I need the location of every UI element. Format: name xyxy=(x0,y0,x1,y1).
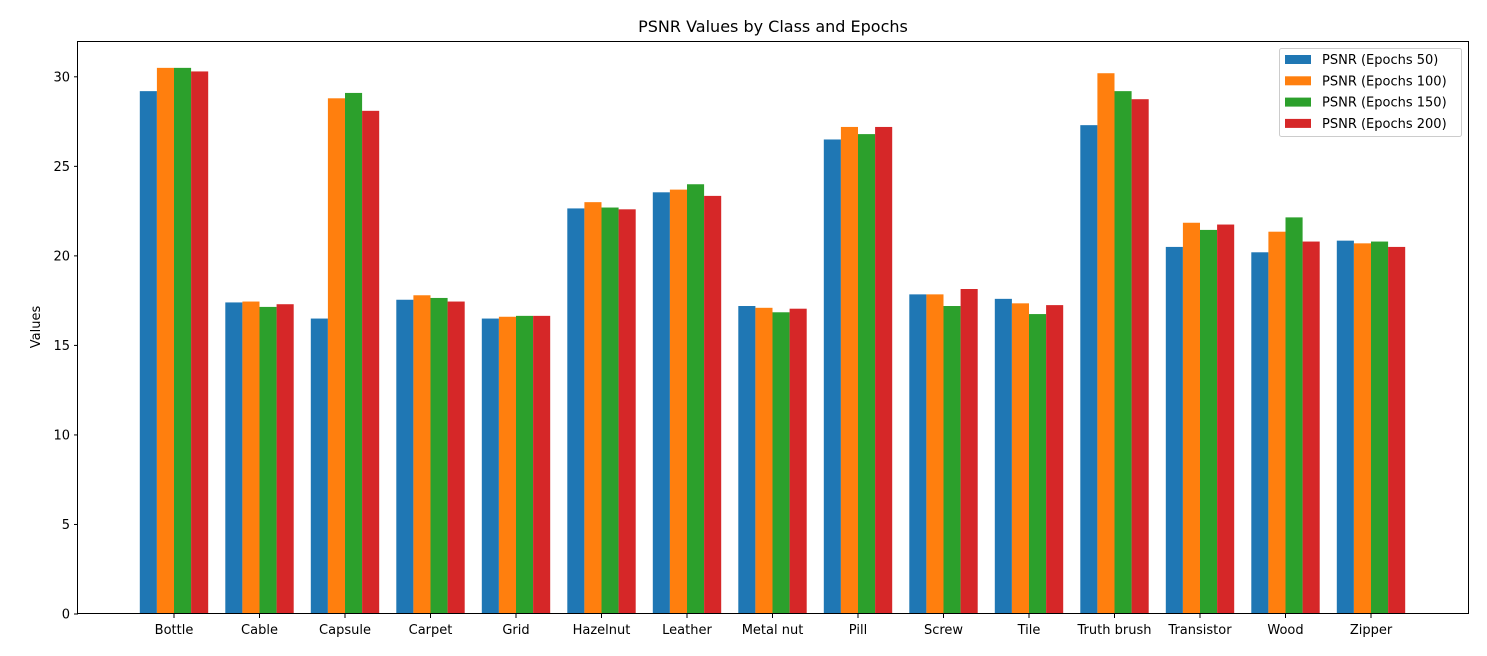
legend-entry: PSNR (Epochs 150) xyxy=(1322,96,1447,111)
bar xyxy=(225,302,243,614)
bar xyxy=(139,91,157,614)
x-tick-label: Tile xyxy=(1017,623,1041,638)
bar xyxy=(772,312,790,614)
y-tick-label: 25 xyxy=(53,160,70,175)
bar xyxy=(994,298,1012,614)
bar xyxy=(1165,246,1183,615)
bar xyxy=(1285,217,1303,614)
legend-swatch xyxy=(1285,97,1311,107)
bar xyxy=(276,304,294,614)
y-axis-label: Values xyxy=(29,306,44,349)
bar xyxy=(174,67,192,615)
x-tick-label: Pill xyxy=(849,623,867,638)
x-tick-label: Hazelnut xyxy=(573,623,631,638)
x-tick-label: Bottle xyxy=(155,623,194,638)
bar xyxy=(516,315,534,614)
bar xyxy=(926,294,944,614)
bar xyxy=(1131,99,1149,614)
legend-entry: PSNR (Epochs 200) xyxy=(1322,117,1447,132)
bar xyxy=(327,98,345,615)
bar xyxy=(1080,125,1098,614)
y-tick-label: 5 xyxy=(62,518,70,533)
bar xyxy=(704,195,722,614)
bar xyxy=(1217,224,1235,615)
x-ticks: Bottle Cable Capsule Carpet Grid Hazelnut Leat… xyxy=(155,614,1393,638)
bar xyxy=(1371,241,1389,615)
bar xyxy=(1336,240,1354,614)
bar xyxy=(669,189,687,614)
bar xyxy=(601,207,619,614)
y-tick-label: 10 xyxy=(53,428,70,443)
bar xyxy=(960,289,978,614)
bar xyxy=(567,208,585,615)
y-tick-label: 20 xyxy=(53,249,70,264)
legend-swatch xyxy=(1285,76,1311,86)
bar xyxy=(1388,246,1406,615)
x-tick-label: Carpet xyxy=(409,623,453,638)
y-tick-label: 15 xyxy=(53,339,70,354)
bar xyxy=(1182,222,1200,614)
bar xyxy=(191,71,209,614)
x-tick-label: Leather xyxy=(662,623,712,638)
legend-entry: PSNR (Epochs 50) xyxy=(1322,53,1438,68)
x-tick-label: Zipper xyxy=(1350,623,1393,638)
bar xyxy=(259,306,277,614)
x-tick-label: Screw xyxy=(924,623,963,638)
x-tick-label: Truth brush xyxy=(1077,623,1152,638)
x-tick-label: Grid xyxy=(502,623,529,638)
bar xyxy=(1114,91,1132,614)
x-tick-label: Transistor xyxy=(1167,623,1232,638)
bar xyxy=(362,110,380,614)
bar xyxy=(498,316,516,614)
bar xyxy=(618,209,636,614)
bar xyxy=(1200,229,1218,614)
legend: PSNR (Epochs 50) PSNR (Epochs 100) PSNR (E… xyxy=(1279,48,1462,137)
bar xyxy=(823,139,841,615)
bar xyxy=(909,294,927,614)
bar xyxy=(1268,231,1286,614)
bar xyxy=(738,306,756,614)
bar xyxy=(310,318,328,614)
bar xyxy=(840,126,858,614)
bar xyxy=(875,126,893,614)
bar xyxy=(1251,252,1269,615)
plot-frame xyxy=(77,41,1469,614)
bar xyxy=(943,306,961,614)
bar xyxy=(652,192,670,614)
x-tick-label: Wood xyxy=(1267,623,1303,638)
chart-title: PSNR Values by Class and Epochs xyxy=(638,17,908,36)
bar xyxy=(447,301,465,614)
bar xyxy=(789,308,807,614)
bar xyxy=(1011,303,1029,614)
bar xyxy=(1353,243,1371,614)
bar xyxy=(858,134,876,615)
bar xyxy=(345,92,363,615)
legend-entry: PSNR (Epochs 100) xyxy=(1322,74,1447,89)
bar xyxy=(1302,241,1320,615)
x-tick-label: Metal nut xyxy=(742,623,804,638)
bar xyxy=(156,67,174,615)
bar xyxy=(481,318,499,614)
bar xyxy=(413,295,431,614)
bar xyxy=(1097,73,1115,615)
bar xyxy=(430,297,448,614)
y-tick-label: 30 xyxy=(53,70,70,85)
x-tick-label: Capsule xyxy=(319,623,371,638)
y-ticks: 0 5 10 15 20 25 30 xyxy=(53,70,78,623)
bar xyxy=(755,307,773,614)
bar xyxy=(687,184,705,614)
legend-swatch xyxy=(1285,55,1311,64)
bar xyxy=(242,301,260,614)
bar xyxy=(1046,305,1064,614)
bar xyxy=(584,202,602,614)
legend-box xyxy=(1279,48,1462,137)
bar xyxy=(396,299,414,614)
legend-swatch xyxy=(1285,118,1311,128)
x-tick-label: Cable xyxy=(241,623,278,638)
bars-layer xyxy=(139,67,1406,615)
bar xyxy=(1029,314,1047,614)
y-tick-label: 0 xyxy=(62,608,70,623)
bar xyxy=(533,315,551,614)
